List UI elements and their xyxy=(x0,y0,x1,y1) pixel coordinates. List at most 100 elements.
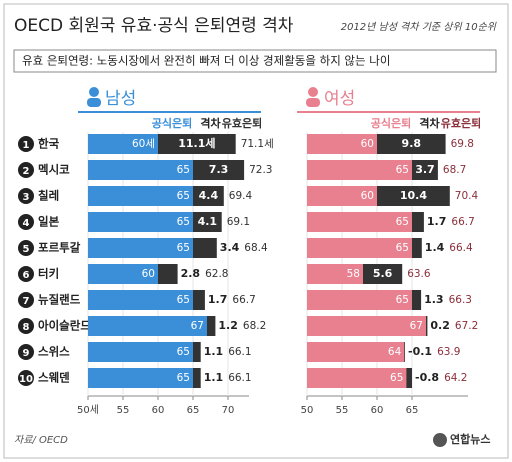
gap-bar xyxy=(193,238,217,258)
series-header: 유효은퇴 xyxy=(222,116,262,130)
rank: 10 xyxy=(19,374,33,385)
official-label: 65 xyxy=(396,294,409,306)
gap-bar xyxy=(412,212,424,232)
gap-label: 1.1 xyxy=(204,345,224,358)
x-tick-label: 50세 xyxy=(77,404,99,416)
effective-label: 64.2 xyxy=(444,372,467,384)
rank-badge xyxy=(18,214,34,230)
gap-bar xyxy=(363,264,403,284)
rank-badge xyxy=(18,318,34,334)
gap-bar xyxy=(412,160,438,180)
gap-bar xyxy=(377,186,450,206)
category-label: 뉴질랜드 xyxy=(38,293,81,307)
rank: 9 xyxy=(23,348,30,359)
effective-label: 68.4 xyxy=(244,242,268,254)
gap-label: 2.8 xyxy=(181,267,201,280)
gap-bar xyxy=(404,342,405,362)
gap-label: 7.3 xyxy=(209,163,229,176)
gap-bar xyxy=(193,342,201,362)
gap-label: 0.2 xyxy=(430,319,450,332)
x-tick-label: 65 xyxy=(187,405,200,416)
official-bar xyxy=(88,290,193,310)
category-label: 한국 xyxy=(38,137,60,151)
x-tick-label: 70 xyxy=(222,405,235,416)
official-bar xyxy=(307,368,412,388)
x-tick-label: 65 xyxy=(406,405,419,416)
official-label: 60 xyxy=(142,268,155,280)
gap-label: 3.4 xyxy=(220,241,240,254)
official-bar xyxy=(88,186,193,206)
official-label: 65 xyxy=(177,372,190,384)
effective-label: 66.7 xyxy=(232,294,255,306)
official-label: 65 xyxy=(177,294,190,306)
official-label: 60 xyxy=(361,190,374,202)
official-bar xyxy=(88,160,193,180)
official-label: 65 xyxy=(177,242,190,254)
panel-icon-body xyxy=(306,98,320,107)
gap-label: 3.7 xyxy=(415,163,435,176)
gap-bar xyxy=(207,316,216,336)
official-label: 65 xyxy=(396,216,409,228)
category-label: 칠레 xyxy=(38,189,59,203)
series-header: 공식은퇴 xyxy=(152,116,192,130)
effective-label: 71.1세 xyxy=(241,138,274,150)
official-bar xyxy=(307,186,377,206)
x-tick-label: 50 xyxy=(301,405,314,416)
official-label: 65 xyxy=(177,346,190,358)
official-bar xyxy=(307,290,412,310)
official-label: 58 xyxy=(347,268,360,280)
x-tick-label: 60 xyxy=(152,405,165,416)
gap-bar xyxy=(193,186,224,206)
gap-label: -0.1 xyxy=(408,345,432,358)
official-label: 65 xyxy=(396,242,409,254)
category-label: 터키 xyxy=(38,267,59,281)
gap-label: 11.1세 xyxy=(178,136,215,150)
official-label: 65 xyxy=(396,164,409,176)
category-label: 아이슬란드 xyxy=(38,319,91,333)
effective-label: 66.1 xyxy=(228,372,251,384)
gap-bar xyxy=(193,368,201,388)
official-label: 64 xyxy=(388,346,402,358)
category-label: 포르투갈 xyxy=(38,241,81,255)
rank-badge xyxy=(18,292,34,308)
gap-label: 1.1 xyxy=(204,371,224,384)
panel-title: 여성 xyxy=(324,89,355,109)
effective-label: 66.1 xyxy=(228,346,251,358)
effective-label: 70.4 xyxy=(455,190,479,202)
effective-label: 69.4 xyxy=(229,190,253,202)
rank-badge xyxy=(18,162,34,178)
logo-icon xyxy=(433,433,447,447)
gap-label: 1.7 xyxy=(427,215,447,228)
official-bar xyxy=(307,212,412,232)
rank: 8 xyxy=(23,322,30,333)
official-bar xyxy=(88,342,193,362)
panel-icon-head xyxy=(89,87,99,97)
gap-label: 5.6 xyxy=(373,267,393,280)
panel-icon-body xyxy=(87,98,101,107)
x-tick-label: 55 xyxy=(336,405,349,416)
gap-label: -0.8 xyxy=(415,371,439,384)
note: 유효 은퇴연령: 노동시장에서 완전히 빠져 더 이상 경제활동을 하지 않는 … xyxy=(22,54,390,68)
gap-label: 1.3 xyxy=(424,293,444,306)
rank: 1 xyxy=(23,140,30,151)
official-bar xyxy=(307,316,426,336)
official-bar xyxy=(307,264,363,284)
gap-bar xyxy=(426,316,428,336)
source: 자료/ OECD xyxy=(14,434,68,446)
category-label: 일본 xyxy=(38,215,60,229)
official-bar xyxy=(307,238,412,258)
x-tick-label: 60 xyxy=(371,405,384,416)
effective-label: 62.8 xyxy=(205,268,228,280)
effective-label: 68.2 xyxy=(243,320,266,332)
rank-badge xyxy=(18,136,34,152)
panel-icon-head xyxy=(308,87,318,97)
rank: 6 xyxy=(23,270,30,281)
rank-badge xyxy=(18,266,34,282)
gap-label: 1.4 xyxy=(425,241,445,254)
subtitle: 2012년 남성 격차 기준 상위 10순위 xyxy=(341,21,497,33)
note-box xyxy=(13,49,497,73)
series-header: 격차 xyxy=(419,116,440,130)
official-label: 65 xyxy=(177,164,190,176)
series-header: 유효은퇴 xyxy=(441,116,481,130)
